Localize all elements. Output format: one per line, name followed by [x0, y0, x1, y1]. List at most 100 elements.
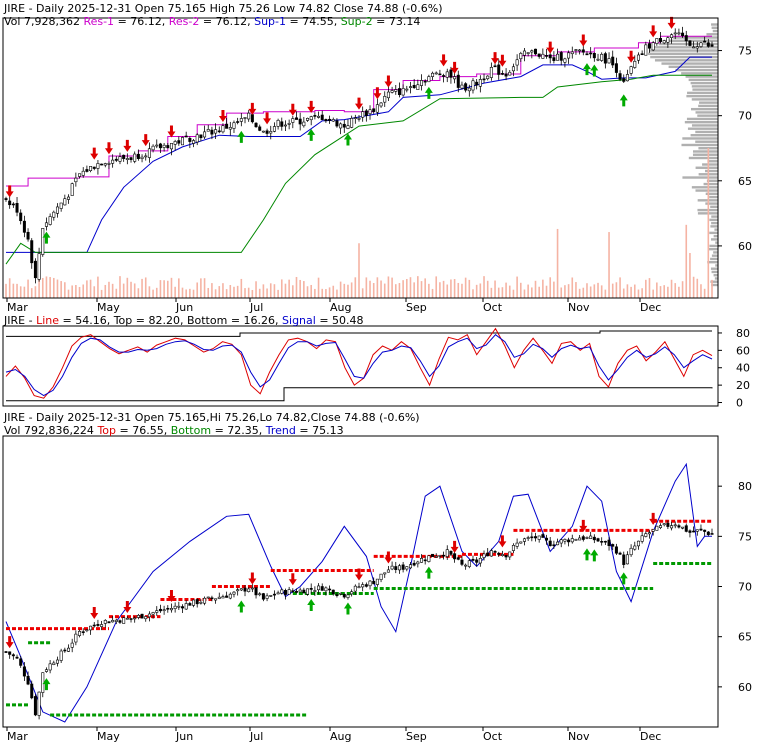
volume-bar [633, 284, 636, 298]
trend-candle-body [195, 599, 199, 605]
candle-body [280, 121, 284, 127]
trend-up-arrow [343, 602, 352, 615]
candle-body [158, 143, 162, 149]
volume-bar [696, 278, 699, 298]
candle-body [563, 58, 567, 63]
volume-bar [339, 281, 342, 298]
trend-candle-body [368, 580, 372, 587]
trend-frame [2, 435, 719, 728]
trend-candle-body [383, 572, 387, 575]
candle-body [283, 124, 287, 127]
candle-body [456, 74, 460, 88]
volume-bar [111, 283, 114, 298]
candle-body [276, 119, 280, 127]
down-arrow [667, 16, 676, 29]
volume-bar [181, 287, 184, 298]
candle-body [346, 125, 350, 129]
candle-body [467, 87, 471, 92]
trend-candle-body [607, 539, 611, 547]
candle-body [622, 78, 626, 82]
candle-body [522, 50, 526, 56]
candle-body [625, 74, 629, 82]
candle-body [655, 38, 659, 44]
volume-bar [148, 286, 151, 298]
candle-body [420, 80, 424, 86]
candle-body [19, 212, 23, 222]
volume-bar [321, 288, 324, 298]
res1-value: = 76.12, [118, 15, 166, 28]
volume-bar [233, 286, 235, 298]
candle-body [574, 49, 578, 51]
candle-body [294, 117, 298, 120]
volume-bar [409, 277, 412, 298]
trend-candle-body [574, 539, 578, 541]
trend-down-arrow [579, 519, 588, 532]
trend-candle-body [339, 592, 343, 595]
trend-down-arrow [355, 568, 363, 581]
volume-profile-bar [697, 114, 718, 117]
trend-candle-body [155, 610, 159, 613]
candle-body [350, 118, 354, 128]
volume-bar [328, 287, 331, 298]
candle-body [703, 40, 707, 43]
volume-bar [645, 279, 647, 298]
candle-body [302, 121, 306, 127]
candle-body [504, 73, 508, 77]
volume-bar [170, 277, 173, 298]
trend-candle-body [158, 608, 162, 612]
trend-candle-body [59, 650, 63, 661]
candle-body [489, 67, 493, 78]
candle-body [55, 206, 59, 214]
down-arrow [498, 54, 507, 67]
candle-body [206, 129, 210, 132]
volume-profile-bar [695, 166, 718, 169]
candle-body [368, 109, 372, 115]
stoch-y-label: 80 [736, 327, 750, 340]
candle-body [364, 110, 368, 116]
trend-up-arrow [582, 548, 591, 561]
trend-candle-body [92, 624, 96, 627]
candle-body [250, 114, 254, 123]
trend-candle-body [478, 558, 482, 564]
candle-body [511, 66, 515, 72]
bottom-guide-line [6, 387, 713, 402]
candle-body [136, 153, 140, 159]
trend-candle-body [379, 573, 383, 580]
trend-x-label: Oct [483, 730, 503, 743]
volume-bar [174, 286, 176, 298]
volume-bar [78, 286, 81, 298]
candle-body [313, 115, 317, 117]
trend-y-label: 70 [738, 581, 752, 594]
candle-body [33, 260, 37, 279]
candle-body [59, 202, 63, 209]
volume-profile-bar [692, 88, 718, 91]
candle-body [243, 117, 247, 119]
res2-label: Res-2 [169, 15, 200, 28]
trend-candle-body [710, 533, 714, 535]
trend-candle-body [467, 560, 471, 567]
trend-up-arrow [590, 549, 599, 562]
candle-body [147, 148, 151, 158]
candle-body [640, 53, 644, 55]
candle-body [695, 46, 699, 49]
bottom-value: = 16.26, [231, 314, 279, 327]
trend-candle-body [111, 619, 115, 623]
trend-candle-body [581, 536, 585, 540]
volume-bar [332, 285, 335, 298]
volume-profile-bar [710, 267, 718, 270]
volume-bar [277, 289, 279, 298]
volume-bar [273, 284, 276, 298]
volume-bar [27, 279, 29, 298]
trend-candle-body [353, 585, 357, 592]
price-x-axis: Mar May Jun Jul Aug Sep Oct Nov Dec [6, 298, 661, 314]
trend-candle-body [585, 537, 589, 539]
candle-body [306, 118, 310, 121]
trend-candle-body [559, 539, 563, 544]
trend-candle-body [375, 578, 379, 585]
volume-bar [479, 283, 482, 298]
volume-profile-bar [698, 104, 718, 108]
candle-body [515, 59, 519, 66]
candle-body [324, 119, 328, 122]
res1-label: Res-1 [83, 15, 114, 28]
down-arrow [579, 34, 588, 47]
